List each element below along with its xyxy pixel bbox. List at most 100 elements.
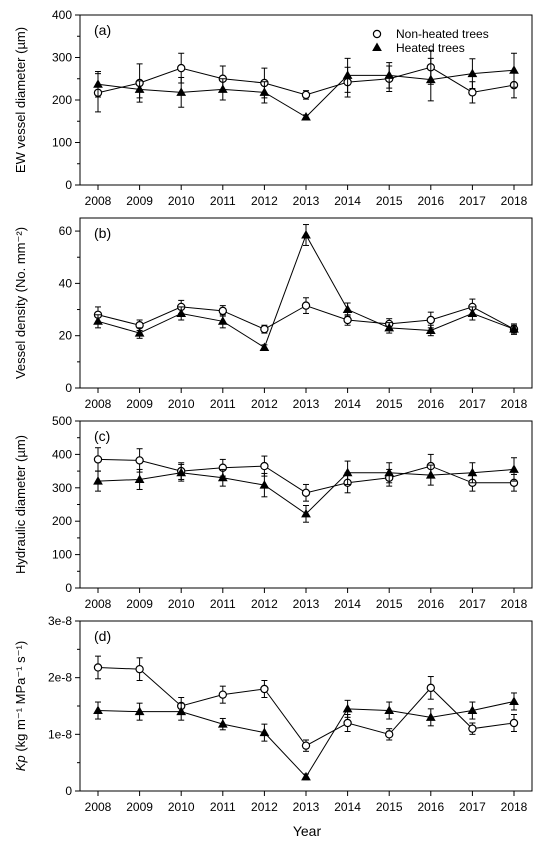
data-point xyxy=(93,705,103,715)
data-point xyxy=(342,304,353,314)
data-point xyxy=(217,84,228,93)
data-point xyxy=(509,464,519,473)
data-point xyxy=(260,684,269,694)
data-point xyxy=(384,322,395,332)
plot-frame xyxy=(79,620,533,792)
x-tick-label: 2011 xyxy=(210,194,236,208)
data-point xyxy=(467,68,478,78)
series-non-heated xyxy=(93,447,519,502)
x-tick-label: 2008 xyxy=(85,397,112,411)
data-point xyxy=(176,308,187,317)
legend-heated-label: Heated trees xyxy=(396,41,465,55)
series-heated xyxy=(93,692,519,781)
data-point xyxy=(342,467,353,477)
y-tick-label: 20 xyxy=(59,329,73,343)
y-tick-label: 60 xyxy=(59,224,73,238)
panel-2: 0 20 40 60 2008 2009 2010 2011 2012 2013 2014 2015 2… xyxy=(13,217,533,411)
data-point xyxy=(343,718,352,728)
series-heated xyxy=(93,224,519,351)
x-tick-label: 2010 xyxy=(168,800,195,814)
panel-1: 0 100 200 300 400 2008 2009 2010 2011 2012 2013 201… xyxy=(13,8,533,208)
x-tick-label: 2012 xyxy=(251,800,278,814)
data-point xyxy=(218,306,227,316)
y-tick-label: 100 xyxy=(52,548,72,562)
legend-filled-triangle-marker xyxy=(372,42,382,51)
data-point xyxy=(426,683,435,693)
data-point xyxy=(93,455,103,464)
x-tick-label: 2015 xyxy=(376,800,403,814)
x-tick-label: 2017 xyxy=(459,800,486,814)
x-tick-label: 2010 xyxy=(168,597,195,611)
y-tick-label: 40 xyxy=(59,276,73,290)
x-tick-label: 2012 xyxy=(251,194,278,208)
data-point xyxy=(425,712,436,721)
data-point xyxy=(176,467,187,477)
plot-frame xyxy=(79,420,533,589)
data-point xyxy=(343,315,352,325)
data-point xyxy=(509,718,519,728)
x-tick-label: 2010 xyxy=(168,397,195,411)
x-tick-label: 2013 xyxy=(293,800,320,814)
x-tick-label: 2008 xyxy=(85,194,112,208)
x-tick-label: 2011 xyxy=(210,800,236,814)
series-non-heated xyxy=(93,297,519,334)
panel-tag: (d) xyxy=(94,628,111,644)
panel-tag: (c) xyxy=(94,428,110,444)
data-point xyxy=(135,664,144,674)
panel-3: 0 100 200 300 400 500 2008 2009 2010 2011 2012 2013… xyxy=(13,414,533,611)
x-tick-label: 2013 xyxy=(293,597,320,611)
x-tick-label: 2016 xyxy=(417,397,444,411)
data-point xyxy=(135,456,144,465)
data-point xyxy=(384,705,395,715)
data-point xyxy=(301,111,311,121)
data-point xyxy=(467,467,478,477)
legend-non-heated-label: Non-heated trees xyxy=(396,27,489,41)
data-point xyxy=(93,663,103,672)
x-tick-label: 2017 xyxy=(459,194,486,208)
y-tick-label: 200 xyxy=(52,93,72,107)
data-point xyxy=(509,324,519,333)
series-line xyxy=(97,700,515,778)
x-tick-label: 2012 xyxy=(251,597,278,611)
y-tick-label: 400 xyxy=(52,447,72,461)
y-tick-label: 0 xyxy=(65,581,72,595)
series-non-heated xyxy=(93,655,519,752)
data-point xyxy=(93,79,103,88)
y-tick-label: 500 xyxy=(52,414,72,428)
y-tick-label: 300 xyxy=(52,481,72,495)
x-tick-label: 2016 xyxy=(417,194,444,208)
y-axis-title: Vessel density (No. mm⁻²) xyxy=(13,227,28,379)
y-axis-title: Kp (kg m⁻¹ MPa⁻¹ s⁻¹) xyxy=(13,641,28,771)
y-tick-label: 3e-8 xyxy=(48,614,72,628)
data-point xyxy=(301,301,311,310)
y-tick-label: 0 xyxy=(65,784,72,798)
data-point xyxy=(176,63,186,73)
x-tick-label: 2013 xyxy=(293,397,320,411)
data-point xyxy=(301,90,311,100)
x-tick-label: 2018 xyxy=(501,194,528,208)
data-point xyxy=(467,308,478,317)
x-tick-label: 2009 xyxy=(126,800,153,814)
data-point xyxy=(260,324,269,334)
x-tick-label: 2009 xyxy=(126,194,153,208)
data-point xyxy=(509,65,519,74)
data-point xyxy=(384,467,395,477)
data-point xyxy=(217,316,228,325)
x-tick-label: 2016 xyxy=(417,800,444,814)
x-tick-label: 2017 xyxy=(459,597,486,611)
data-point xyxy=(425,74,436,84)
data-point xyxy=(93,476,103,485)
y-tick-label: 300 xyxy=(52,51,72,65)
panel-tag: (a) xyxy=(94,22,111,38)
data-point xyxy=(301,771,311,781)
data-point xyxy=(342,70,353,79)
x-tick-label: 2014 xyxy=(334,397,361,411)
data-point xyxy=(259,480,270,489)
x-tick-label: 2012 xyxy=(251,397,278,411)
x-tick-label: 2013 xyxy=(293,194,320,208)
x-tick-label: 2011 xyxy=(210,397,236,411)
y-tick-label: 400 xyxy=(52,8,72,22)
data-point xyxy=(176,706,187,716)
data-point xyxy=(425,325,436,334)
